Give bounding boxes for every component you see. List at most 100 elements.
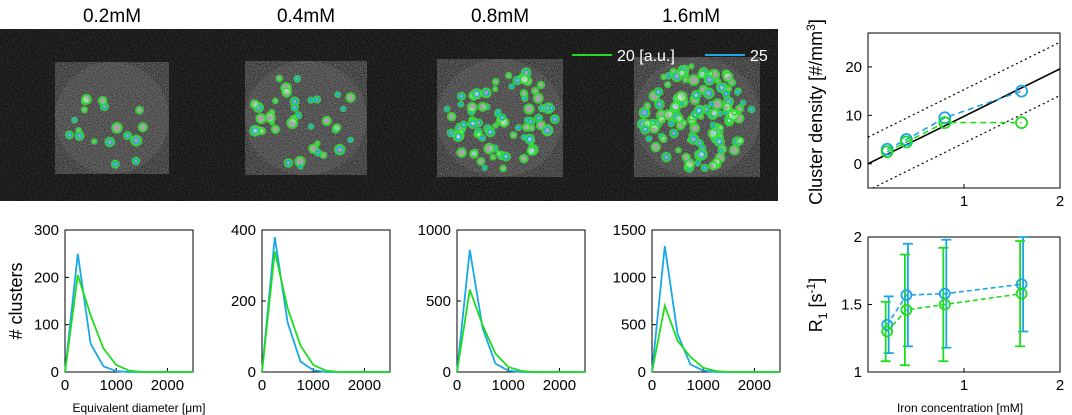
cluster-outline-green <box>714 136 725 147</box>
cluster-outline-green <box>717 124 724 132</box>
cluster-outline-green <box>667 120 675 128</box>
cluster-outline-green <box>313 95 321 104</box>
cluster-outline-green <box>654 99 665 110</box>
histogram-3-ytick-label: 0 <box>443 364 451 381</box>
density-plot-xtick-label: 2 <box>1056 193 1064 210</box>
cluster-outline-blue <box>473 90 481 98</box>
r1-plot-point <box>1015 287 1028 300</box>
cluster-outline-green <box>250 99 260 109</box>
cluster-outline-blue <box>740 100 745 105</box>
cluster-outline-blue <box>669 121 674 126</box>
cluster-outline-green <box>334 144 346 156</box>
cluster-outline-blue <box>543 126 552 135</box>
ylabel-rest: [s <box>806 293 826 312</box>
ylabel-end: ] <box>806 19 826 24</box>
cluster-outline-green <box>478 134 486 142</box>
cluster-outline-green <box>332 123 342 132</box>
cluster-outline-green <box>731 109 738 116</box>
cluster-outline-green <box>286 117 298 129</box>
cluster-outline-green <box>494 108 502 116</box>
cluster-outline-green <box>664 81 672 88</box>
cluster-outline-blue <box>309 124 314 129</box>
cluster-outline-green <box>104 136 115 147</box>
cluster-outline-green <box>677 68 687 78</box>
cluster-outline-blue <box>335 92 340 97</box>
cluster-outline-green <box>736 136 744 145</box>
r1-plot-xlabel: Iron concentration [mM] <box>897 401 1023 415</box>
cluster-outline-blue <box>499 114 505 120</box>
histogram-4-ytick-label: 500 <box>621 317 646 334</box>
density-upper-band <box>868 41 1060 138</box>
cluster-outline-green <box>98 96 108 106</box>
cluster-outline-green <box>509 131 518 139</box>
cluster-outline-blue <box>458 93 465 99</box>
density-plot-series-2 <box>886 121 1022 153</box>
cluster-outline-green <box>524 134 535 145</box>
mri-image-panel <box>0 29 778 201</box>
histogram-3-axes <box>456 229 586 373</box>
image-title-4: 1.6mM <box>662 6 720 27</box>
cluster-outline-green <box>281 87 292 98</box>
cluster-outline-green <box>334 91 341 98</box>
density-plot-ylabel: Cluster density [#/mm3] <box>804 19 826 205</box>
cluster-outline-blue <box>291 98 298 105</box>
cluster-outline-green <box>270 124 280 134</box>
cluster-outline-blue <box>526 135 534 143</box>
density-fit-group <box>868 41 1060 188</box>
density-plot-xtick-label: 1 <box>960 193 968 210</box>
cluster-outline-green <box>519 74 530 85</box>
cluster-outline-blue <box>716 138 723 145</box>
cluster-outline-blue <box>315 150 321 156</box>
cluster-outline-green <box>708 161 718 171</box>
cluster-outline-blue <box>723 91 729 97</box>
cluster-outline-green <box>684 158 695 170</box>
cluster-outline-green <box>709 121 717 129</box>
cluster-outline-blue <box>646 136 652 141</box>
bright-spot <box>638 106 651 119</box>
cluster-outline-blue <box>698 150 706 159</box>
cluster-outline-green <box>547 104 555 112</box>
cluster-outline-blue <box>482 165 487 170</box>
cluster-outline-blue <box>690 135 698 143</box>
cluster-outline-blue <box>285 159 292 166</box>
cluster-outline-blue <box>509 84 514 89</box>
cluster-outline-blue <box>76 132 83 139</box>
density-plot-series-1 <box>886 90 1022 151</box>
cluster-outline-blue <box>124 132 131 139</box>
cluster-outline-blue <box>655 88 662 95</box>
bright-spot <box>249 125 261 137</box>
r1-plot-point <box>900 303 913 316</box>
cluster-outline-green <box>695 148 708 161</box>
cluster-outline-green <box>135 106 144 115</box>
histogram-3-xtick-label: 0 <box>453 377 461 394</box>
histogram-2-xtick-label: 1000 <box>297 377 330 394</box>
cluster-outline-green <box>447 112 457 122</box>
cluster-outline-blue <box>549 105 554 111</box>
image-title-3: 0.8mM <box>471 6 529 27</box>
cluster-outline-green <box>347 136 354 143</box>
cluster-outline-green <box>657 115 666 124</box>
density-fit-line <box>868 68 1060 165</box>
cluster-outline-blue <box>496 109 501 115</box>
cluster-outline-green <box>541 124 554 137</box>
cluster-outline-green <box>489 154 497 161</box>
cluster-outline-green <box>680 119 688 126</box>
histogram-4-xtick-label: 0 <box>648 377 656 394</box>
cluster-outline-green <box>747 105 756 114</box>
histogram-3-ytick-label: 500 <box>426 293 451 310</box>
density-plot-point <box>938 116 952 130</box>
histogram-2-axes <box>261 229 391 373</box>
bright-spot <box>687 74 700 86</box>
cluster-outline-green <box>457 101 464 108</box>
bright-spot <box>471 88 483 100</box>
cluster-outline-blue <box>514 77 520 84</box>
histogram-2-ytick-label: 0 <box>248 364 256 381</box>
cluster-outline-green <box>700 163 709 172</box>
ylabel-end: ] <box>806 278 826 283</box>
cluster-outline-blue <box>133 158 139 164</box>
cluster-outline-green <box>456 147 467 158</box>
cluster-outline-blue <box>663 153 670 161</box>
histogram-2-ytick-label: 400 <box>231 222 256 239</box>
histogram-1-ytick-label: 300 <box>34 222 59 239</box>
